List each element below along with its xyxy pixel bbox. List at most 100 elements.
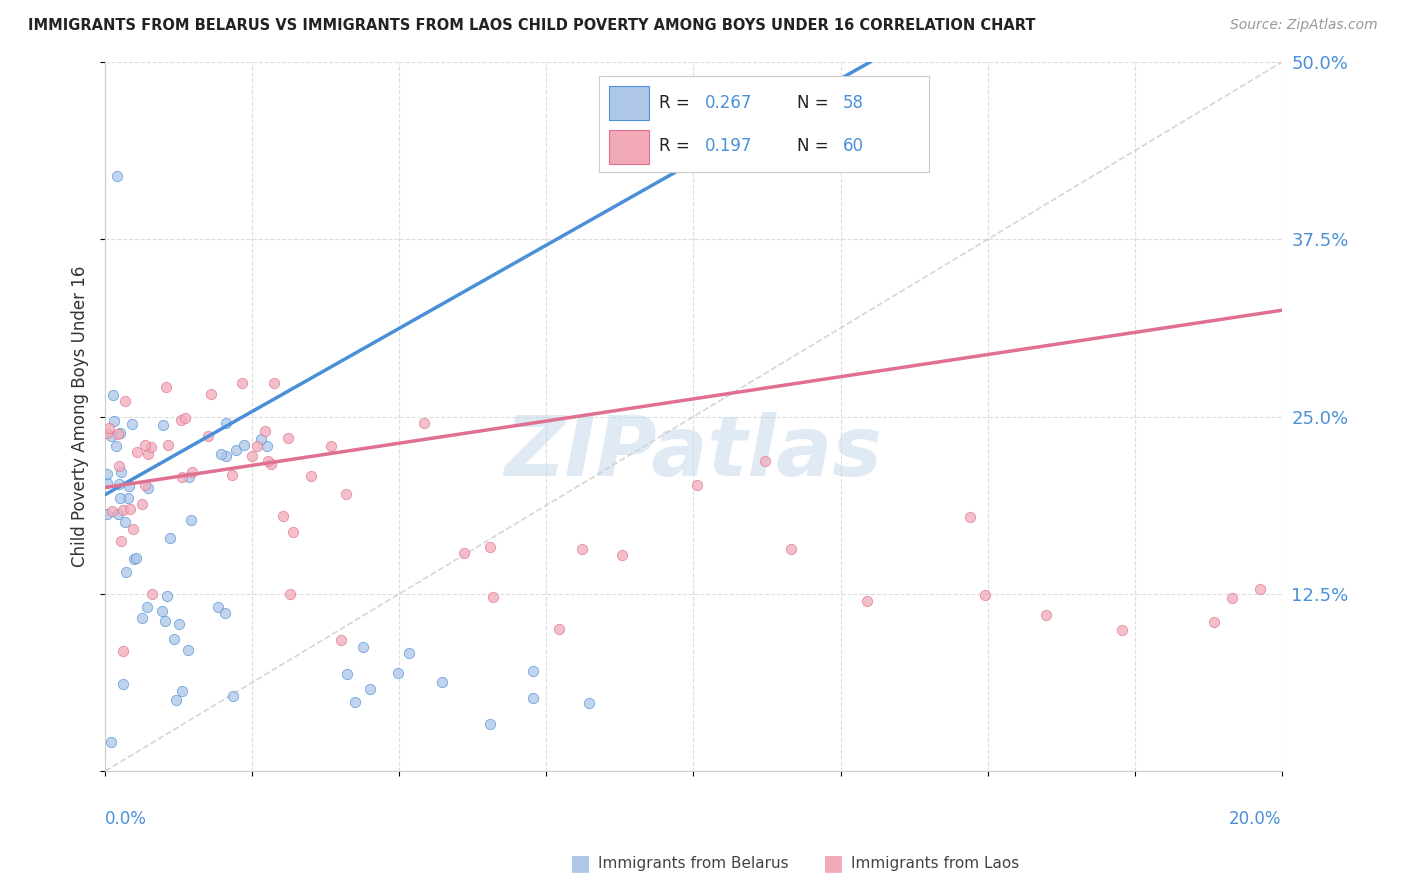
Point (100, 735, 122, 749)
Point (98, 421, 121, 435)
Point (134, 437, 156, 451)
Point (974, 588, 997, 602)
Point (522, 664, 544, 678)
Point (221, 468, 243, 483)
Point (207, 599, 229, 614)
Text: ZIPatlas: ZIPatlas (505, 411, 883, 492)
Point (478, 540, 501, 554)
Point (1035, 608, 1057, 623)
Point (479, 716, 502, 731)
Text: 20.0%: 20.0% (1229, 810, 1282, 828)
Point (111, 644, 134, 658)
Point (233, 438, 256, 452)
Point (115, 566, 138, 580)
Text: Source: ZipAtlas.com: Source: ZipAtlas.com (1230, 18, 1378, 32)
Point (117, 491, 139, 506)
Point (165, 693, 187, 707)
Point (299, 468, 322, 483)
Point (359, 681, 381, 696)
Point (167, 616, 190, 631)
Point (225, 442, 247, 457)
Point (959, 509, 981, 524)
Point (110, 465, 132, 479)
Point (134, 478, 156, 492)
Point (155, 614, 177, 628)
Point (1204, 615, 1226, 629)
Point (214, 607, 236, 621)
Y-axis label: Child Poverty Among Boys Under 16: Child Poverty Among Boys Under 16 (72, 266, 89, 567)
Text: 0.0%: 0.0% (105, 810, 148, 828)
Point (352, 640, 374, 654)
Point (856, 594, 879, 608)
Point (108, 459, 131, 474)
Point (122, 552, 145, 566)
Point (453, 546, 475, 560)
Text: Immigrants from Laos: Immigrants from Laos (851, 856, 1019, 871)
Point (571, 541, 593, 556)
Point (96, 475, 118, 490)
Point (222, 689, 245, 703)
Point (329, 633, 352, 648)
Point (281, 525, 304, 540)
Point (278, 587, 301, 601)
Point (336, 666, 359, 681)
Point (413, 417, 436, 431)
Point (215, 449, 238, 463)
Point (197, 429, 219, 443)
Point (754, 454, 776, 468)
Point (107, 426, 129, 441)
Point (141, 587, 163, 601)
Point (246, 439, 269, 453)
Point (263, 376, 285, 391)
Point (610, 548, 633, 562)
Point (156, 589, 179, 603)
Point (231, 376, 253, 390)
Point (103, 414, 125, 428)
Point (108, 491, 131, 506)
Point (105, 439, 128, 453)
Point (136, 482, 159, 496)
Point (547, 622, 569, 636)
Point (101, 387, 124, 401)
Point (685, 478, 707, 492)
Point (121, 417, 143, 431)
Point (343, 695, 366, 709)
Point (114, 394, 136, 409)
Point (170, 469, 193, 483)
Point (321, 439, 343, 453)
Point (163, 632, 186, 646)
Point (179, 470, 201, 484)
Point (131, 611, 153, 625)
Point (181, 465, 204, 479)
Point (110, 534, 132, 549)
Point (96, 507, 118, 521)
Point (1111, 623, 1133, 637)
Point (177, 643, 200, 657)
Point (209, 447, 232, 461)
Point (260, 457, 283, 471)
Point (1220, 591, 1243, 606)
Point (139, 440, 162, 454)
Point (256, 440, 278, 454)
Point (240, 449, 263, 463)
Point (271, 509, 294, 524)
Point (180, 513, 202, 527)
Point (152, 417, 174, 432)
Point (780, 541, 803, 556)
Point (118, 479, 141, 493)
Point (277, 431, 299, 445)
Point (157, 438, 180, 452)
Point (522, 691, 544, 706)
Point (122, 522, 145, 536)
Point (118, 501, 141, 516)
Point (111, 677, 134, 691)
Point (1249, 582, 1271, 597)
Point (170, 684, 193, 698)
Point (250, 432, 273, 446)
Point (387, 665, 409, 680)
Point (96, 425, 118, 440)
Point (253, 424, 276, 438)
Point (174, 411, 197, 425)
Point (578, 696, 600, 710)
Point (125, 550, 148, 565)
